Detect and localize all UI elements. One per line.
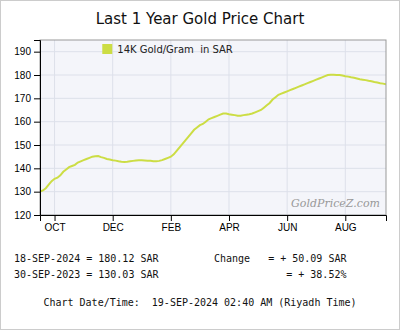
plot-background [40, 40, 386, 215]
grid-line-y [40, 191, 386, 192]
y-tick: 170 [14, 93, 40, 104]
x-tick-label: AUG [335, 222, 357, 233]
grid-line-x [54, 40, 55, 215]
line [40, 75, 386, 192]
change-text: = + 38.52% [214, 269, 346, 280]
y-tick-mark [34, 168, 40, 169]
marks [40, 75, 386, 192]
x-tick-label: APR [219, 222, 240, 233]
x-tick: JUN [278, 215, 297, 233]
y-tick-label: 180 [14, 70, 31, 81]
legend-label: 14K Gold/Gram in SAR [117, 44, 233, 55]
y-tick: 140 [14, 163, 40, 174]
grid-line-x [170, 40, 171, 215]
y-axis: 120 130 140 150 160 170 180 190 [14, 41, 40, 221]
x-tick-label: JUN [278, 222, 297, 233]
y-tick: 190 [14, 46, 40, 57]
grid-line-y [40, 98, 386, 99]
y-tick-label: 140 [14, 163, 31, 174]
x-tick-mark [287, 215, 288, 221]
y-tick-mark [34, 75, 40, 76]
y-tick-mark [34, 145, 40, 146]
grid [40, 40, 386, 215]
plot-frame [40, 40, 386, 215]
y-axis-line [34, 41, 41, 216]
legend-item: 14K Gold/Gram in SAR [102, 44, 233, 55]
x-tick-label: OCT [44, 222, 65, 233]
y-tick-label: 170 [14, 93, 31, 104]
chart: Last 1 Year Gold Price Chart 120 130 140 150… [0, 0, 400, 330]
x-tick-mark [171, 215, 172, 221]
x-tick: DEC [103, 215, 124, 233]
x-tick-mark [345, 215, 346, 221]
figure-border [1, 1, 400, 330]
grid-line-y [40, 145, 386, 146]
y-tick: 130 [14, 186, 40, 197]
y-tick-label: 150 [14, 140, 31, 151]
y-tick-mark [34, 98, 40, 99]
grid-line-x [287, 40, 288, 215]
watermark: GoldPriceZ.com [291, 197, 380, 210]
x-axis-line [41, 216, 387, 222]
change-text: Change = + 50.09 SAR [214, 253, 347, 264]
x-tick: FEB [162, 215, 182, 233]
x-tick-label: FEB [162, 222, 182, 233]
x-axis: OCT DEC FEB APR JUN AUG [41, 215, 387, 233]
x-tick-label: DEC [103, 222, 124, 233]
datetime-text: Chart Date/Time: 19-SEP-2024 02:40 AM (R… [43, 297, 356, 308]
footer-text: 30-SEP-2023 = 130.03 SAR [14, 269, 159, 280]
y-tick: 150 [14, 140, 40, 151]
grid-line-y [40, 168, 386, 169]
y-tick: 160 [14, 116, 40, 127]
x-tick: OCT [44, 215, 65, 233]
x-tick-mark [229, 215, 230, 221]
y-tick-mark [34, 215, 40, 216]
plot: 120 130 140 150 160 170 180 190 OCT DEC FEB APR JUN A… [14, 40, 386, 233]
x-tick-mark [113, 215, 114, 221]
grid-line-y [40, 121, 386, 122]
grid-line-x [228, 40, 229, 215]
grid-line-x [112, 40, 113, 215]
y-tick: 180 [14, 70, 40, 81]
y-tick-mark [34, 122, 40, 123]
y-tick-mark [34, 52, 40, 53]
y-tick-label: 160 [14, 116, 31, 127]
title: Last 1 Year Gold Price Chart [96, 10, 305, 28]
footer-text: 18-SEP-2024 = 180.12 SAR [14, 253, 159, 264]
grid-line-x [345, 40, 346, 215]
y-tick-label: 120 [14, 210, 31, 221]
legend: 14K Gold/Gram in SAR [102, 44, 233, 55]
y-tick: 120 [14, 210, 40, 221]
y-tick-label: 190 [14, 46, 31, 57]
y-tick-label: 130 [14, 186, 31, 197]
x-tick-mark [55, 215, 56, 221]
legend-swatch [102, 44, 112, 54]
x-tick: APR [219, 215, 240, 233]
y-tick-mark [34, 192, 40, 193]
x-tick: AUG [335, 215, 357, 233]
